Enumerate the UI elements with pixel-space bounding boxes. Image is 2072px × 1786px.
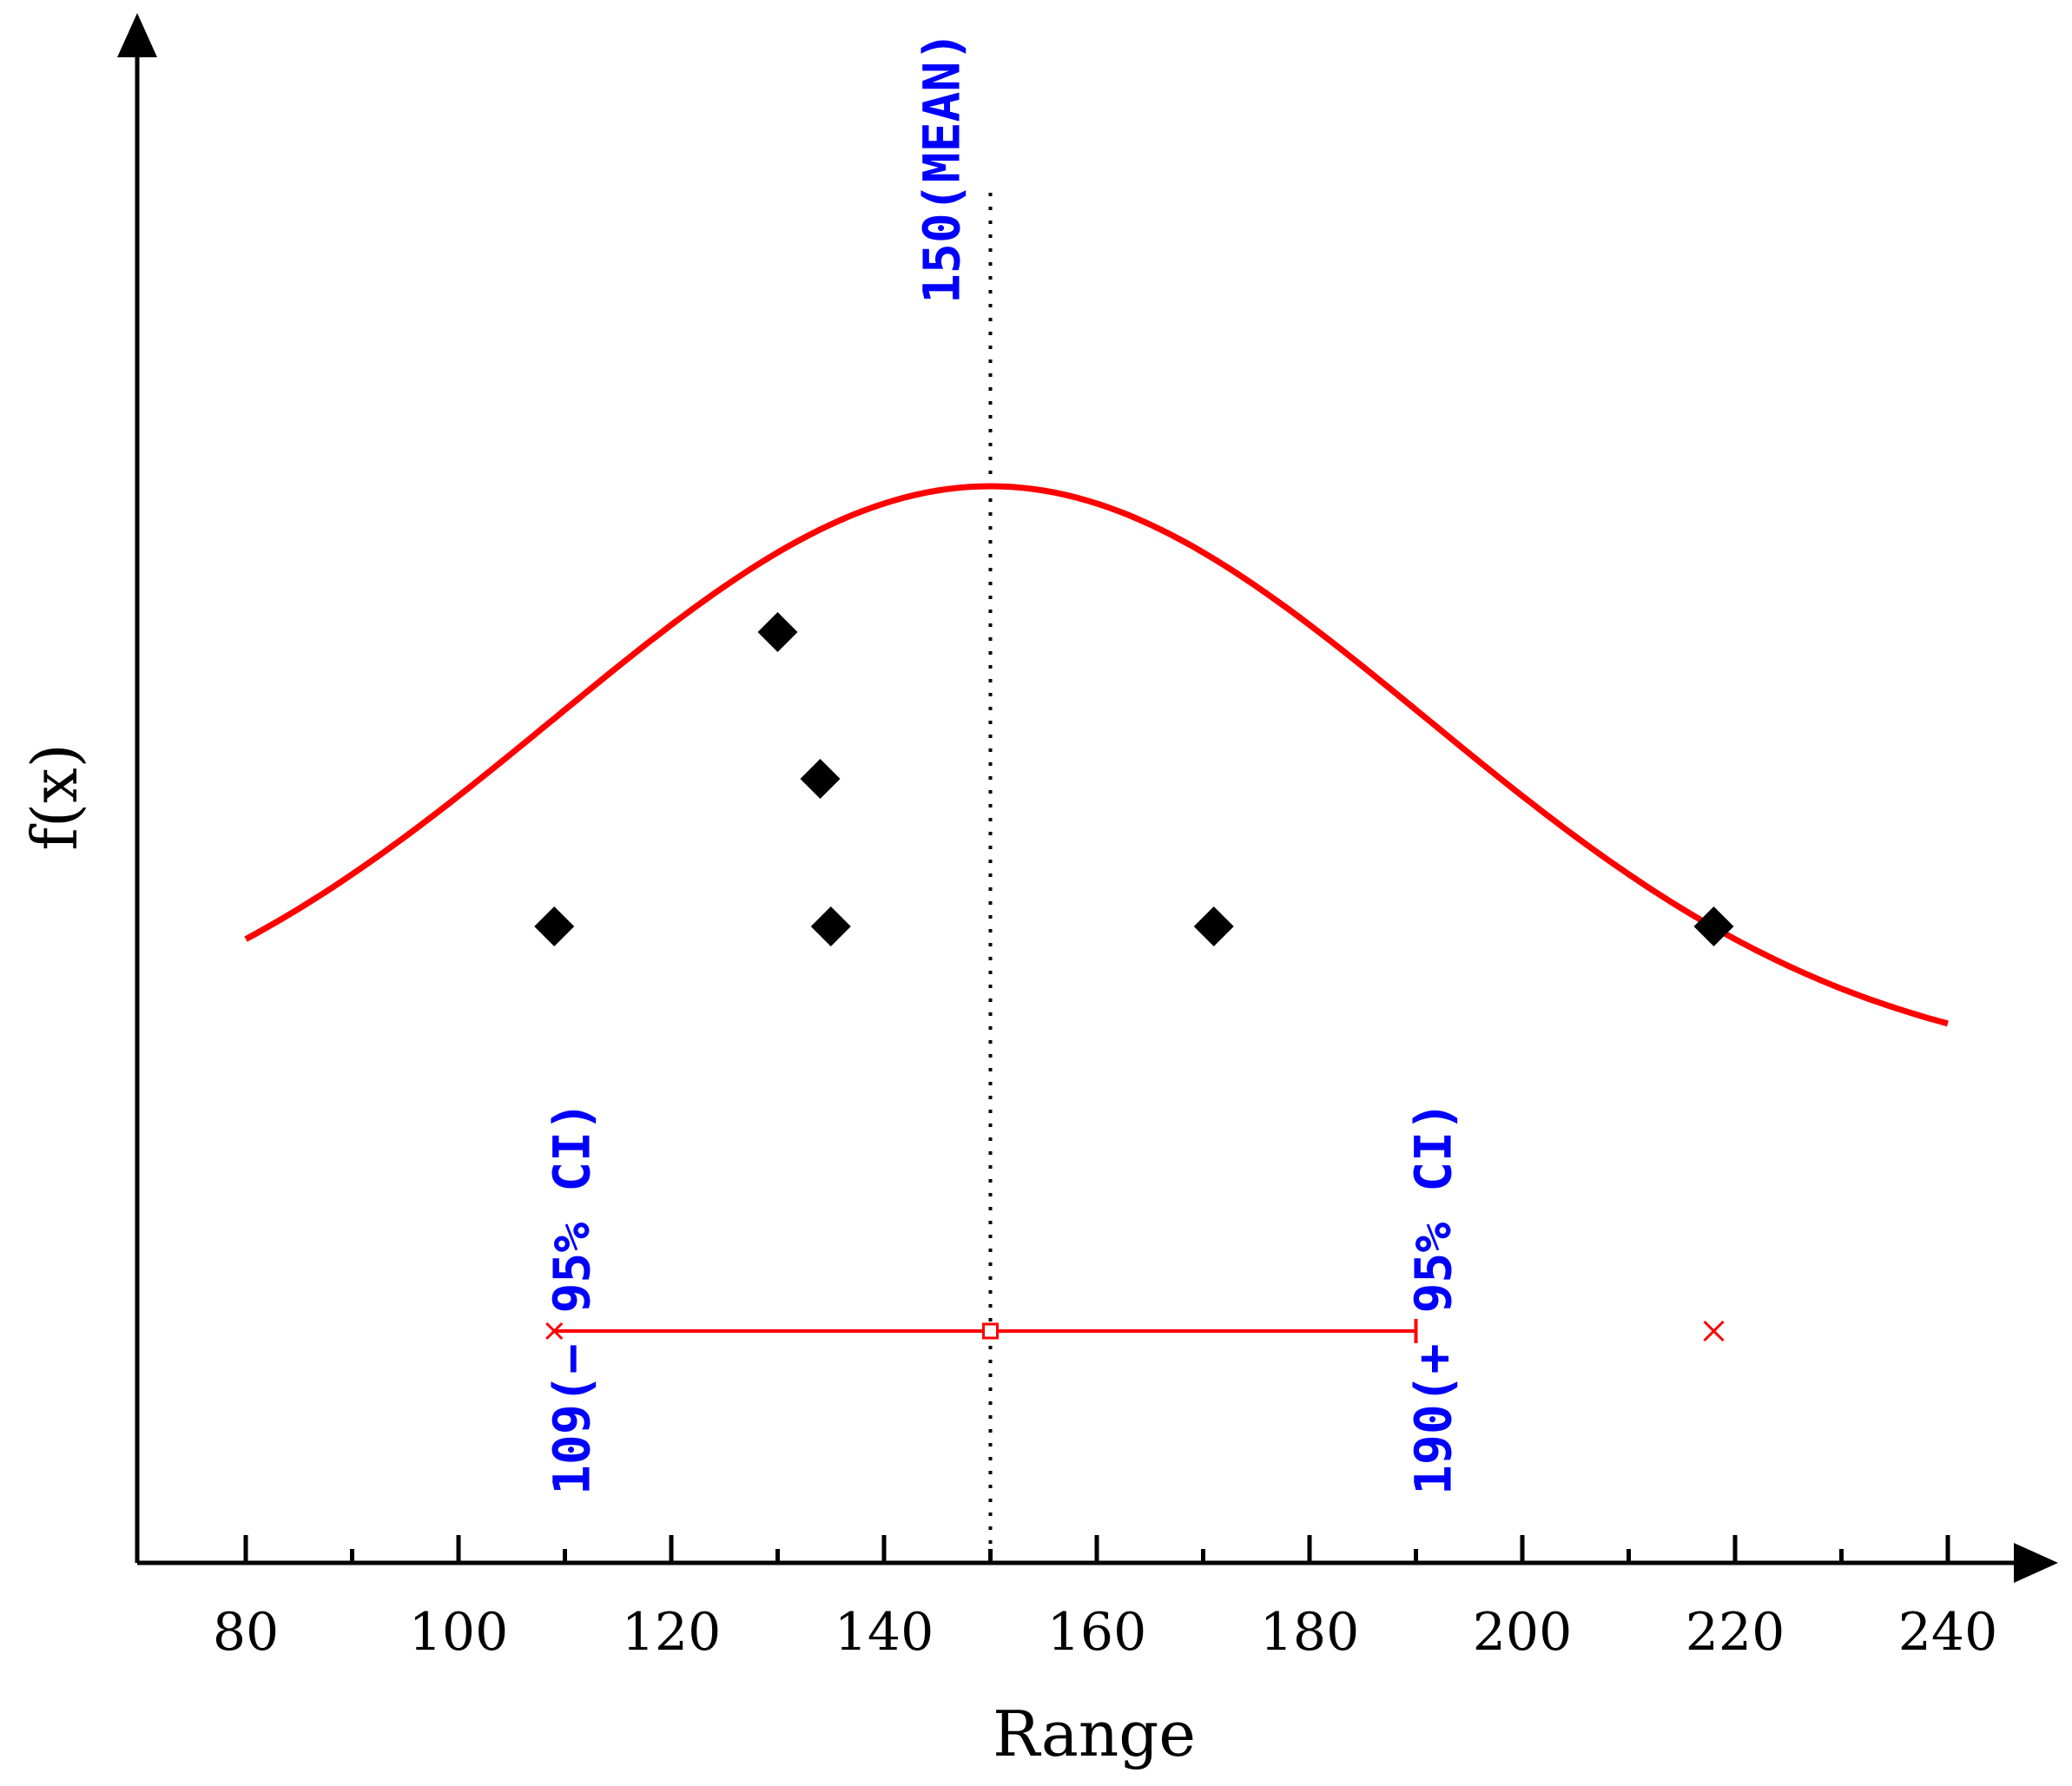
- mean-label: 150(MEAN): [913, 31, 972, 304]
- ci-upper-label: 190(+ 95% CI): [1404, 1101, 1463, 1495]
- x-tick-label-100: 100: [409, 1602, 509, 1663]
- data-point-1: [534, 906, 575, 946]
- x-tick-label-120: 120: [622, 1602, 722, 1663]
- ci-center-marker: [982, 1322, 999, 1340]
- x-tick-label-80: 80: [213, 1602, 279, 1663]
- data-point-5: [1193, 906, 1234, 946]
- data-point-4: [810, 906, 851, 946]
- x-tick-label-200: 200: [1473, 1602, 1573, 1663]
- normal-curve-group: [244, 483, 1949, 1027]
- x-axis-title: Range: [993, 1697, 1196, 1770]
- axes: [117, 13, 2058, 1583]
- data-point-3: [800, 759, 841, 799]
- y-axis-title: f(x): [18, 743, 91, 850]
- x-tick-label-220: 220: [1686, 1602, 1785, 1663]
- x-tick-label-160: 160: [1047, 1602, 1147, 1663]
- normal-curve: [244, 483, 1949, 1027]
- x-axis-arrow: [2014, 1543, 2058, 1583]
- points-group: [534, 612, 1734, 946]
- x-tick-label-180: 180: [1260, 1602, 1360, 1663]
- x-ticks: 80 100 120 140 160 180 200 220 240: [213, 1535, 1997, 1663]
- x-tick-label-240: 240: [1898, 1602, 1998, 1663]
- data-point-6: [1693, 906, 1734, 946]
- ci-lower-label: 109(− 95% CI): [542, 1101, 601, 1495]
- outlier-marker: [1703, 1320, 1725, 1342]
- labels-group: Range f(x) 150(MEAN) 109(− 95% CI) 190(+…: [18, 31, 1463, 1770]
- confidence-interval-group: [545, 1319, 1725, 1343]
- y-axis-arrow: [117, 13, 157, 57]
- data-point-2: [757, 612, 798, 652]
- x-tick-label-140: 140: [835, 1602, 934, 1663]
- ci-lower-marker: [545, 1321, 564, 1341]
